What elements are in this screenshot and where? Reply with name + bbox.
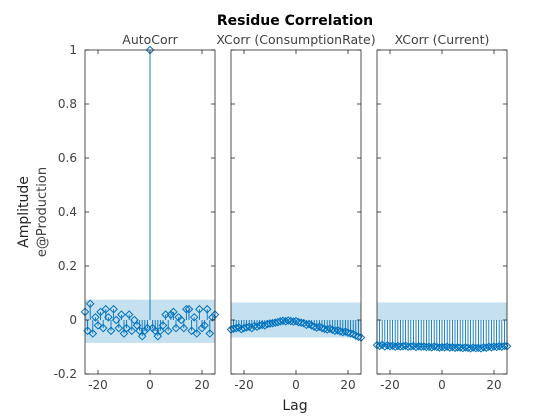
stem-marker <box>179 323 189 333</box>
stem-marker <box>127 326 137 336</box>
stem-marker <box>85 299 95 309</box>
stem-marker <box>104 312 113 322</box>
stem-marker <box>195 304 204 314</box>
y-tick-label: 0.8 <box>58 97 77 111</box>
panel-xcorr-consumptionrate: -20 0 20 XCorr (ConsumptionRate) <box>216 32 375 392</box>
stem-marker <box>189 312 199 322</box>
x-tick-label: 20 <box>340 378 355 392</box>
stem-marker <box>171 323 181 333</box>
stem-marker <box>176 315 186 325</box>
stem-marker <box>117 310 126 319</box>
stem-marker <box>119 329 129 338</box>
stem-marker <box>124 310 134 319</box>
y-tick-label: 0.6 <box>58 151 77 165</box>
stem-marker <box>200 321 209 330</box>
stem-marker <box>130 315 139 325</box>
stem-marker <box>122 323 131 333</box>
stem-marker <box>187 326 196 336</box>
stem-marker <box>153 331 163 341</box>
x-tick-label: -20 <box>234 378 254 392</box>
stem-marker <box>111 315 121 325</box>
chart-title: Residue Correlation <box>217 13 373 29</box>
stem-marker <box>137 331 147 341</box>
stem-marker <box>182 304 191 314</box>
stem-marker <box>202 304 212 314</box>
x-tick-label: 0 <box>146 378 154 392</box>
stem-marker <box>93 321 103 330</box>
panel-subtitle-autocorr: AutoCorr <box>122 32 178 47</box>
stem-marker <box>98 323 108 333</box>
stem-marker <box>140 326 150 336</box>
stem-marker <box>114 323 124 333</box>
stem-marker <box>291 316 301 326</box>
x-tick-label: 20 <box>194 378 209 392</box>
panel-xcorr-current: -20 0 20 XCorr (Current) <box>372 32 512 392</box>
y-tick-label: 1 <box>69 43 77 57</box>
stem-marker <box>205 329 215 338</box>
stem-marker <box>163 326 173 336</box>
confidence-band <box>377 302 507 321</box>
panel-subtitle-xcorr-current: XCorr (Current) <box>395 32 490 47</box>
x-tick-label: 0 <box>292 378 300 392</box>
x-axis-label: Lag <box>282 398 307 414</box>
x-tick-label: 0 <box>438 378 446 392</box>
x-tick-label: -20 <box>88 378 108 392</box>
y-axis-label-output: e@Production <box>35 167 50 257</box>
panel-subtitle-xcorr-consumptionrate: XCorr (ConsumptionRate) <box>216 32 375 47</box>
stem-marker <box>283 316 293 325</box>
x-tick-label: 20 <box>486 378 501 392</box>
stem-marker <box>101 304 111 314</box>
stem-marker <box>184 304 194 314</box>
stem-marker <box>156 326 165 336</box>
y-tick-label: 0.4 <box>58 205 77 219</box>
stem-marker <box>109 304 118 314</box>
stem-marker <box>158 321 168 330</box>
stem-marker <box>197 323 207 333</box>
y-axis-label: Amplitude <box>16 176 32 248</box>
x-tick-label: -20 <box>380 378 400 392</box>
stem-marker <box>169 307 178 317</box>
stem-marker <box>106 326 116 336</box>
y-tick-label: -0.2 <box>54 367 77 381</box>
panel-autocorr: -20 0 20 -0.2 0 0.2 0.4 0.6 0.8 1 AutoCorr <box>54 32 220 392</box>
stem-marker <box>88 329 98 338</box>
y-tick-label: 0 <box>69 313 77 327</box>
stem-marker <box>91 312 100 322</box>
y-tick-label: 0.2 <box>58 259 77 273</box>
stem-marker <box>192 329 202 338</box>
